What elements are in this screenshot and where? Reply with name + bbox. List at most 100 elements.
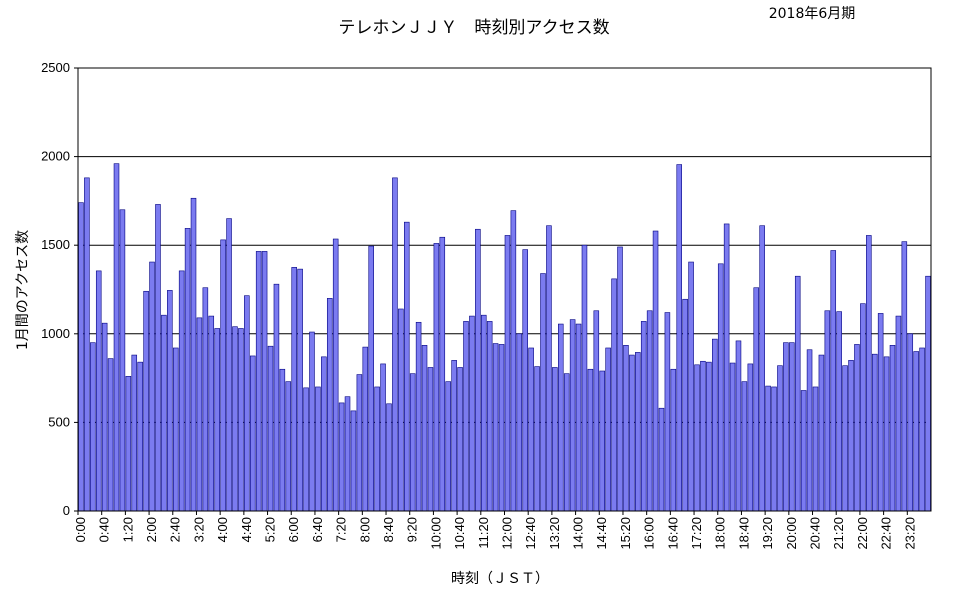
x-tick-label: 23:20 (902, 517, 917, 550)
bar (498, 344, 505, 512)
bar (84, 177, 90, 512)
y-axis-ticks: 0 500 1000 1500 2000 2500 (41, 60, 78, 518)
bar (546, 225, 552, 512)
x-tick-label: 20:00 (784, 517, 799, 550)
bar (635, 352, 641, 512)
x-tick-label: 12:00 (499, 517, 514, 550)
bar (581, 244, 588, 512)
bar (789, 342, 795, 512)
bar (617, 246, 623, 512)
x-tick-label: 18:40 (736, 517, 751, 550)
x-tick-label: 19:20 (760, 517, 775, 550)
chart-period-note: 2018年6月期 (769, 6, 856, 22)
bar (457, 367, 463, 512)
x-tick-label: 16:40 (665, 517, 680, 550)
bar (356, 374, 363, 512)
bar (184, 228, 191, 512)
bar (178, 270, 185, 512)
bar (149, 261, 155, 512)
bar (95, 270, 102, 512)
bar (510, 210, 517, 512)
bar (374, 386, 380, 512)
bar (427, 367, 434, 512)
x-tick-label: 7:20 (334, 517, 349, 542)
bar (238, 328, 244, 512)
bar (712, 338, 718, 512)
x-axis-label: 時刻（ＪＳＴ） (451, 571, 549, 587)
bar (486, 321, 493, 512)
bar (143, 290, 149, 512)
bar (433, 243, 440, 512)
bar (866, 235, 872, 512)
bars (78, 163, 931, 512)
bar (901, 241, 908, 512)
bar (812, 386, 819, 512)
bar (267, 345, 274, 512)
bar (279, 368, 286, 512)
bar (599, 370, 606, 512)
bar (463, 321, 469, 512)
bar (131, 354, 138, 512)
x-tick-label: 10:40 (452, 517, 467, 550)
x-tick-label: 13:20 (547, 517, 562, 550)
bar (682, 298, 688, 512)
bar (824, 310, 831, 512)
bar (137, 361, 143, 512)
bar (78, 202, 84, 512)
x-tick-label: 15:20 (618, 517, 633, 550)
bar (368, 245, 374, 512)
bar (652, 230, 659, 512)
bar (273, 283, 280, 512)
bar (172, 347, 179, 512)
bar (492, 343, 499, 512)
bar (362, 346, 369, 512)
x-tick-label: 14:00 (571, 517, 586, 550)
bar (640, 321, 647, 512)
bar (611, 278, 617, 512)
bar (321, 356, 327, 512)
bar (534, 366, 540, 512)
x-axis-ticks: 0:00 0:40 1:20 2:00 2:40 3:20 4:00 4:40 5:20 6:00… (73, 511, 917, 550)
bar (883, 356, 890, 512)
bar (558, 323, 564, 512)
x-tick-label: 18:00 (713, 517, 728, 550)
bar (101, 322, 108, 512)
x-tick-label: 5:20 (263, 517, 278, 542)
x-tick-label: 16:00 (642, 517, 657, 550)
bar (741, 381, 748, 512)
bar (119, 209, 126, 512)
bar (439, 236, 446, 512)
bar (409, 373, 416, 512)
x-tick-label: 21:20 (831, 517, 846, 550)
bar (759, 225, 765, 512)
gridlines (78, 156, 931, 423)
bar (196, 317, 203, 512)
bar (244, 295, 250, 512)
bar (220, 239, 226, 512)
bar (729, 362, 736, 512)
x-tick-label: 0:40 (97, 517, 112, 542)
x-tick-label: 12:40 (523, 517, 538, 550)
bar (777, 365, 783, 512)
x-tick-label: 4:40 (239, 517, 254, 542)
y-tick-label: 2000 (41, 149, 70, 164)
x-tick-label: 3:20 (191, 517, 206, 542)
bar (214, 328, 220, 512)
bar (919, 347, 925, 512)
bar (326, 298, 333, 512)
x-tick-label: 17:20 (689, 517, 704, 550)
x-tick-label: 14:40 (594, 517, 609, 550)
bar (605, 347, 611, 512)
bar (107, 358, 114, 512)
chart-title: テレホンＪＪＹ 時刻別アクセス数 (338, 18, 609, 38)
bar (469, 315, 475, 512)
bar (783, 342, 789, 512)
x-tick-label: 11:20 (476, 517, 491, 549)
bar (587, 368, 594, 512)
bar (895, 315, 902, 512)
bar (700, 360, 706, 512)
bar (842, 365, 848, 512)
x-tick-label: 9:20 (405, 517, 420, 542)
x-tick-label: 1:20 (120, 517, 135, 542)
bar (925, 275, 931, 512)
